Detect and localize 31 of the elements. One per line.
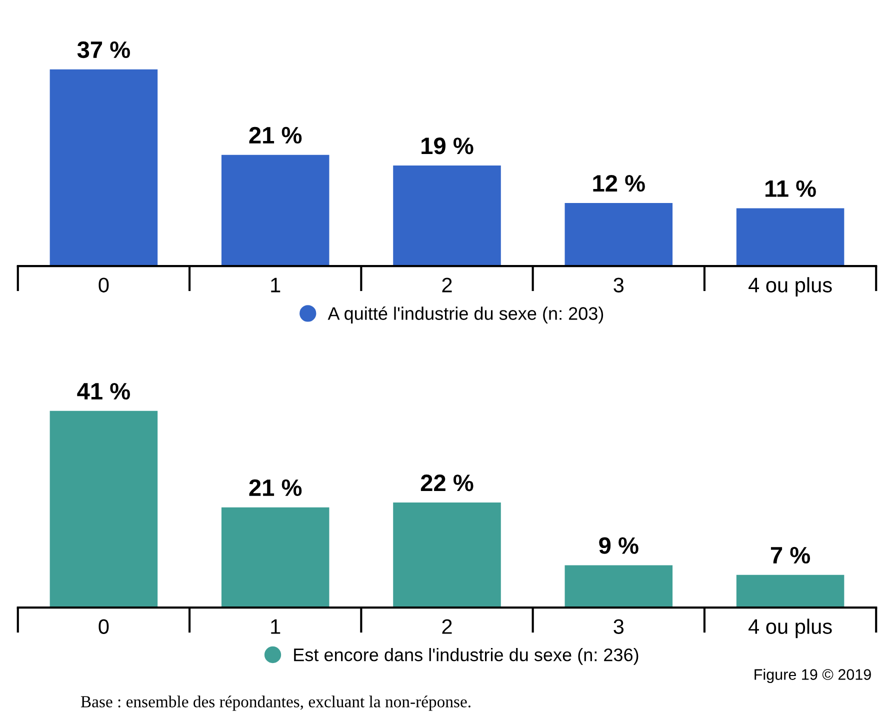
data-label: 7 % — [770, 546, 810, 564]
data-label: 41 % — [77, 382, 130, 400]
data-label: 9 % — [599, 537, 638, 554]
bar — [219, 152, 332, 266]
x-tick-label: 1 — [271, 619, 280, 634]
bar — [734, 572, 846, 608]
x-tick-label: 3 — [614, 278, 624, 292]
x-tick-label: 0 — [98, 619, 109, 634]
legend-label: Est encore dans l'industrie du sexe (n: 236) — [294, 648, 638, 665]
legend-label: A quitté l'industrie du sexe (n: 203) — [328, 306, 604, 324]
bar — [219, 505, 332, 608]
bar — [48, 408, 160, 608]
bar — [734, 206, 846, 266]
x-tick-label: 3 — [614, 619, 624, 634]
bar — [562, 563, 675, 608]
x-tick-label: 0 — [98, 278, 109, 292]
x-tick-label: 1 — [271, 278, 280, 292]
data-label: 19 % — [422, 138, 474, 154]
data-label: 11 % — [766, 180, 816, 197]
data-label: 21 % — [249, 479, 302, 496]
bar — [48, 67, 160, 266]
x-tick-label: 2 — [442, 278, 452, 292]
x-tick-label: 4 ou plus — [748, 618, 832, 638]
x-tick-label: 2 — [442, 619, 452, 634]
data-label: 22 % — [420, 474, 474, 492]
data-label: 37 % — [77, 41, 130, 58]
x-tick-label: 4 ou plus — [748, 277, 832, 297]
text: Base : ensemble des répondantes, excluant la non-réponse. — [80, 696, 470, 711]
data-label: 12 % — [593, 174, 645, 192]
caption: Figure 19 © 2019 — [754, 668, 871, 683]
data-label: 21 % — [249, 126, 302, 144]
